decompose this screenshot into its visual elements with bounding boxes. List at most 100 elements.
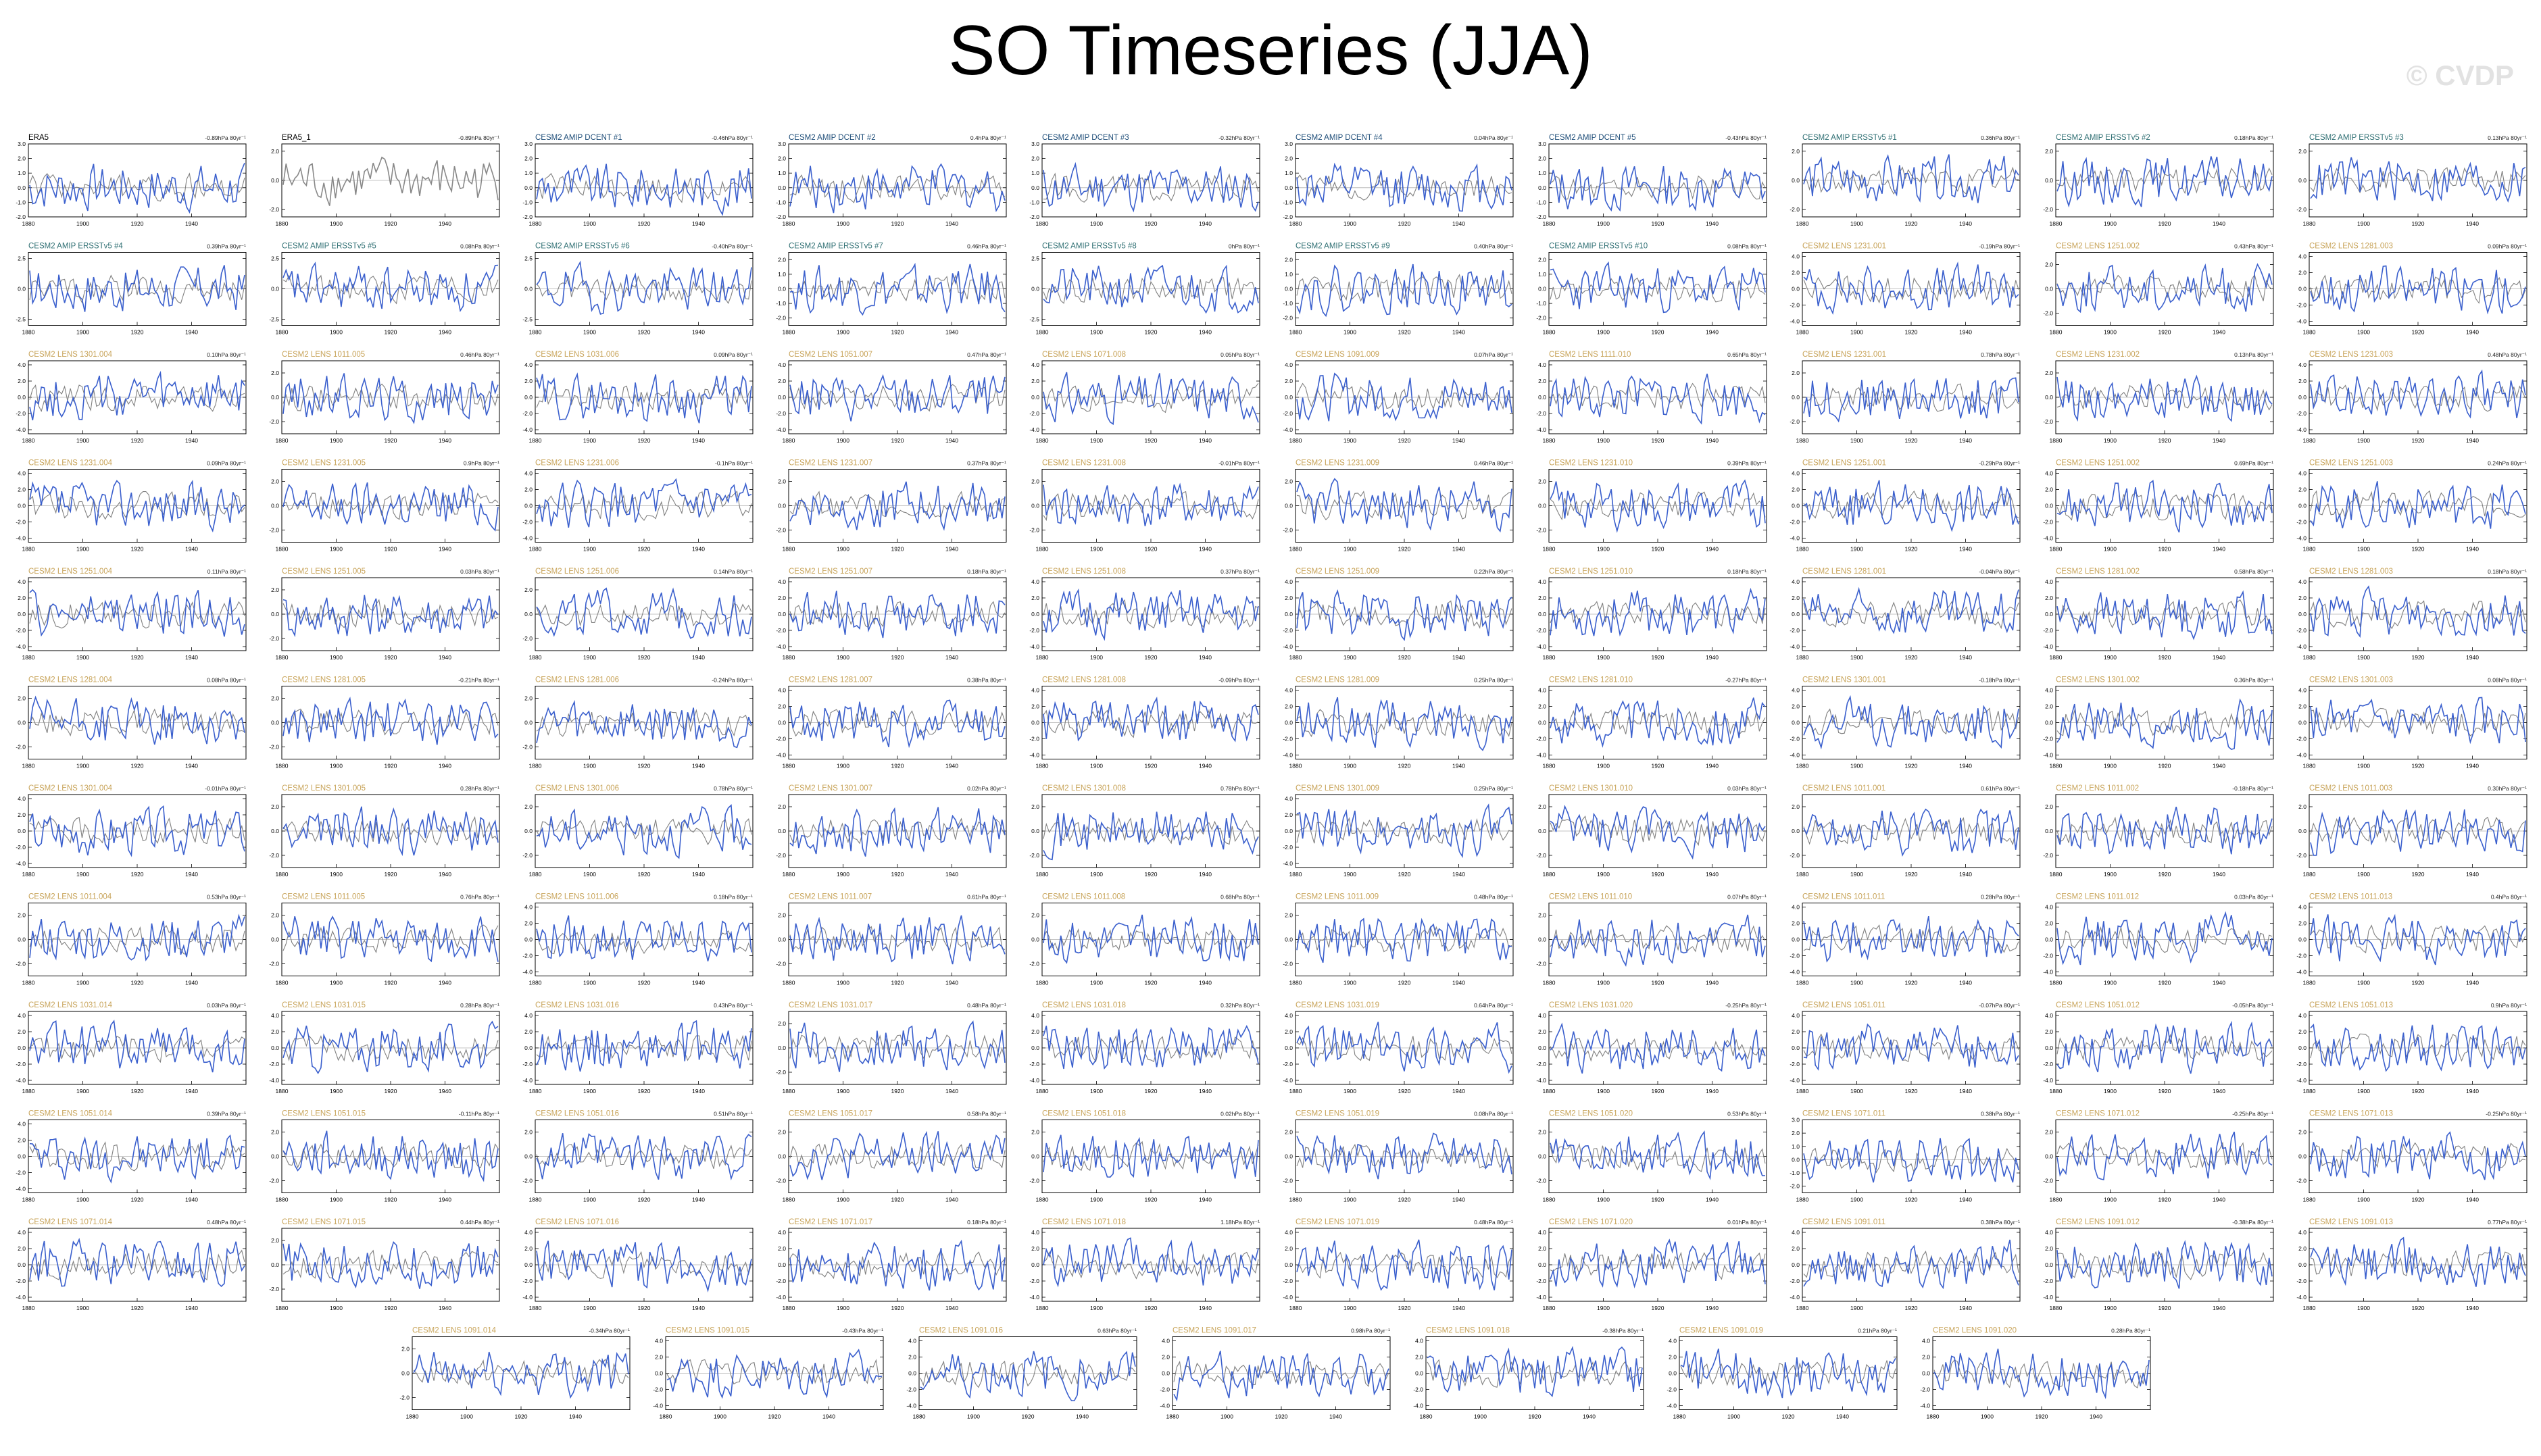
y-tick-label: 4.0 — [2298, 1229, 2306, 1236]
trend-label: 0.08hPa 80yr⁻¹ — [2488, 677, 2527, 684]
y-tick-label: 2.0 — [18, 1028, 26, 1035]
y-tick-label: 0.0 — [2298, 936, 2306, 943]
trend-label: 0.44hPa 80yr⁻¹ — [460, 1219, 499, 1226]
ts-panel: CESM2 LENS 1011.001 0.61hPa 80yr⁻¹2.00.0-… — [1790, 784, 2021, 878]
y-tick-label: 0.0 — [2298, 828, 2306, 834]
y-tick-label: 4.0 — [778, 1229, 786, 1236]
y-tick-label: 2.0 — [18, 595, 26, 601]
x-tick-label: 1900 — [1343, 980, 1356, 986]
y-tick-label: -1.0 — [1536, 300, 1546, 307]
y-tick-label: 0.0 — [1792, 611, 1800, 618]
x-tick-label: 1920 — [131, 546, 144, 553]
y-tick-label: 2.0 — [778, 595, 786, 601]
y-tick-label: 0.0 — [1285, 503, 1293, 509]
series-line — [1933, 1349, 2150, 1399]
trend-label: -0.07hPa 80yr⁻¹ — [1979, 1002, 2020, 1009]
x-tick-label: 1880 — [529, 654, 542, 661]
x-tick-label: 1880 — [1543, 329, 1556, 336]
y-tick-label: 2.0 — [271, 912, 279, 919]
y-tick-label: 2.0 — [524, 1028, 533, 1035]
y-tick-label: 4.0 — [1031, 1012, 1039, 1019]
y-tick-label: 3.0 — [524, 141, 533, 147]
x-tick-label: 1940 — [1706, 871, 1719, 878]
x-tick-label: 1920 — [891, 871, 904, 878]
x-tick-label: 1880 — [1543, 763, 1556, 770]
x-tick-label: 1940 — [1706, 654, 1719, 661]
x-tick-label: 1900 — [583, 220, 596, 227]
series-line — [1296, 372, 1512, 422]
x-tick-label: 1940 — [692, 980, 705, 986]
x-tick-label: 1880 — [22, 546, 35, 553]
series-line — [1043, 696, 1259, 743]
y-tick-label: -1.0 — [1790, 1170, 1800, 1176]
panel-title: CESM2 LENS 1031.015 — [282, 1001, 366, 1009]
ts-panel: CESM2 AMIP ERSSTv5 #4 0.39hPa 80yr⁻¹2.50.… — [16, 243, 247, 336]
x-tick-label: 1940 — [1836, 1413, 1849, 1420]
ts-panel: CESM2 LENS 1281.004 0.08hPa 80yr⁻¹2.00.0-… — [16, 676, 247, 770]
x-tick-label: 1880 — [2303, 329, 2316, 336]
panel-title: CESM2 LENS 1031.014 — [28, 1001, 113, 1009]
trend-label: 0.76hPa 80yr⁻¹ — [460, 894, 499, 901]
x-tick-label: 1880 — [2303, 546, 2316, 553]
x-tick-label: 1940 — [2466, 546, 2479, 553]
y-tick-label: 0.0 — [778, 394, 786, 401]
trend-label: 0.28hPa 80yr⁻¹ — [1981, 894, 2020, 901]
series-line — [29, 162, 245, 214]
y-tick-label: 2.0 — [524, 695, 533, 702]
y-tick-label: 2.0 — [1285, 912, 1293, 919]
trend-label: 0.38hPa 80yr⁻¹ — [1981, 1219, 2020, 1226]
y-tick-label: -2.0 — [1029, 627, 1039, 634]
y-tick-label: -2.0 — [269, 961, 279, 968]
y-tick-label: 2.0 — [778, 1129, 786, 1136]
series-line-mean — [536, 384, 752, 411]
y-tick-label: -2.0 — [522, 410, 533, 417]
x-tick-label: 1900 — [583, 654, 596, 661]
series-line-mean — [1296, 709, 1512, 738]
x-tick-label: 1900 — [967, 1413, 980, 1420]
x-tick-label: 1900 — [2104, 763, 2117, 770]
y-tick-label: 0.0 — [524, 1261, 533, 1268]
y-tick-label: 0.0 — [401, 1370, 410, 1377]
panel-title: CESM2 LENS 1301.004 — [28, 784, 113, 793]
y-tick-label: 0.0 — [2045, 177, 2053, 184]
y-tick-label: -4.0 — [1283, 426, 1293, 433]
y-tick-label: 2.0 — [1538, 803, 1546, 810]
y-tick-label: -2.0 — [1536, 627, 1546, 634]
panel-title: CESM2 LENS 1301.008 — [1042, 784, 1126, 793]
series-line — [1043, 811, 1259, 861]
series-line-mean — [29, 816, 245, 845]
x-tick-label: 1920 — [1652, 654, 1664, 661]
y-tick-label: -2.0 — [2296, 206, 2306, 213]
x-tick-label: 1920 — [2158, 329, 2171, 336]
series-line — [1043, 1024, 1259, 1070]
y-tick-label: 0.0 — [2045, 286, 2053, 293]
ts-panel: CESM2 LENS 1231.001 -0.19hPa 80yr⁻¹4.02.0… — [1790, 243, 2021, 336]
y-tick-label: 2.0 — [1031, 912, 1039, 919]
y-tick-label: -4.0 — [906, 1403, 916, 1409]
x-tick-label: 1900 — [1850, 329, 1863, 336]
series-line — [1173, 1351, 1389, 1402]
trend-label: 0.18hPa 80yr⁻¹ — [2234, 134, 2273, 141]
x-tick-label: 1920 — [385, 763, 397, 770]
x-tick-label: 1900 — [837, 546, 849, 553]
trend-label: 0.78hPa 80yr⁻¹ — [714, 785, 753, 792]
x-tick-label: 1920 — [131, 437, 144, 444]
y-tick-label: 0.0 — [524, 1153, 533, 1160]
x-tick-label: 1880 — [783, 546, 795, 553]
y-tick-label: 2.0 — [1792, 1245, 1800, 1252]
trend-label: 0.02hPa 80yr⁻¹ — [1220, 1111, 1260, 1118]
ts-panel: CESM2 LENS 1251.010 0.18hPa 80yr⁻¹4.02.00… — [1536, 568, 1767, 661]
y-tick-label: 4.0 — [2045, 470, 2053, 477]
x-tick-label: 1880 — [913, 1413, 926, 1420]
y-tick-label: 0.0 — [1792, 720, 1800, 726]
trend-label: 0.43hPa 80yr⁻¹ — [714, 1002, 753, 1009]
x-tick-label: 1900 — [1597, 763, 1610, 770]
y-tick-label: -2.0 — [776, 214, 786, 220]
series-line-mean — [1803, 383, 2019, 412]
x-tick-label: 1900 — [2104, 1305, 2117, 1311]
y-tick-label: -4.0 — [16, 1077, 26, 1084]
series-line — [282, 482, 499, 532]
x-tick-label: 1940 — [439, 1197, 451, 1203]
y-tick-label: 2.0 — [2298, 148, 2306, 155]
y-tick-label: 2.0 — [1538, 155, 1546, 162]
